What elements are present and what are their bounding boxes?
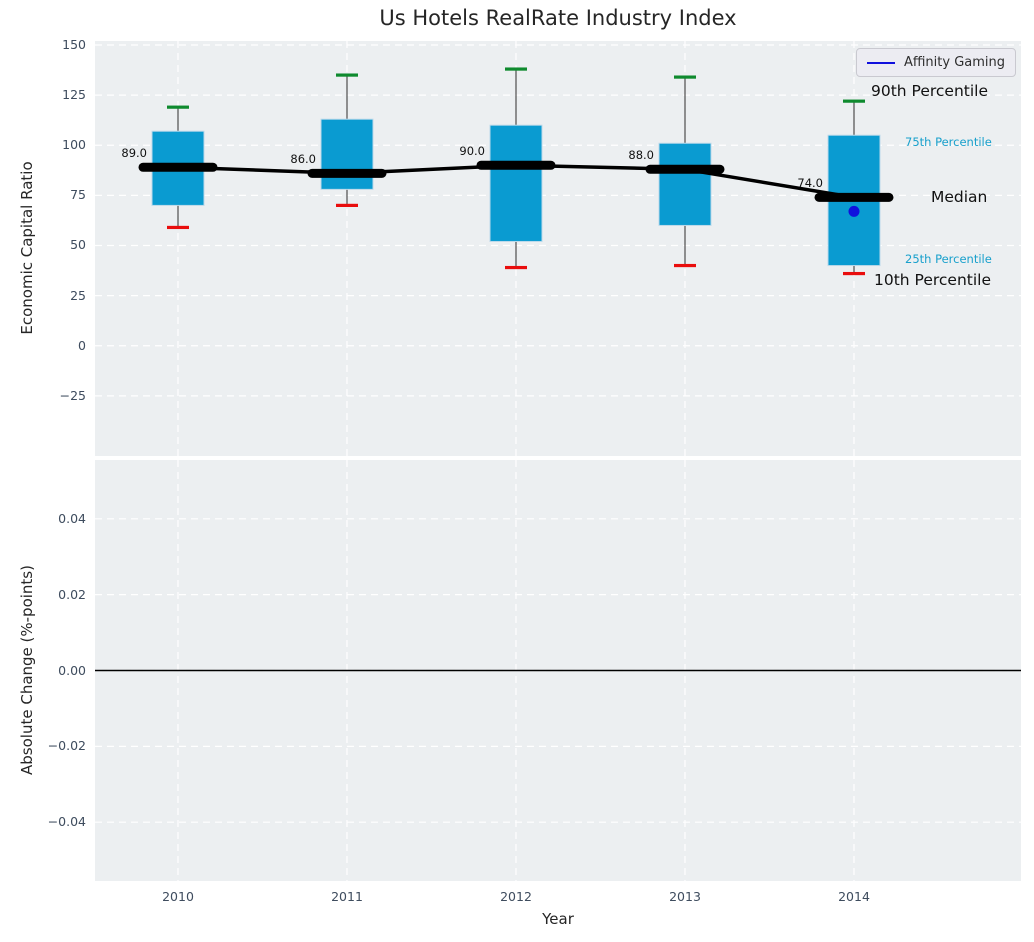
p10-cap xyxy=(674,263,696,268)
y-tick-label: 0.02 xyxy=(58,586,86,602)
boxplot-2012 xyxy=(489,67,543,270)
p90-cap xyxy=(505,67,527,71)
p90-cap xyxy=(336,73,358,77)
percentile-annotation: 75th Percentile xyxy=(905,135,992,150)
y-tick-label: 0.00 xyxy=(58,662,86,678)
y-tick-label: 100 xyxy=(62,137,86,153)
percentile-annotation: Median xyxy=(931,188,988,207)
median-value-label: 74.0 xyxy=(797,176,823,191)
median-value-label: 89.0 xyxy=(121,146,147,161)
boxplot-2014 xyxy=(827,99,881,276)
y-tick-label: 150 xyxy=(62,37,86,52)
y-tick-label: 75 xyxy=(70,187,86,203)
x-axis-label: Year xyxy=(542,910,574,928)
median-value-label: 90.0 xyxy=(459,144,485,159)
iqr-box xyxy=(320,118,374,190)
y-tick-label: 0 xyxy=(78,337,86,353)
median-value-label: 88.0 xyxy=(628,148,654,163)
percentile-annotation: 90th Percentile xyxy=(871,82,989,101)
iqr-box xyxy=(658,142,712,226)
y-tick-label: −0.04 xyxy=(47,814,86,830)
x-tick-label: 2012 xyxy=(500,889,532,904)
boxplot-chart xyxy=(95,41,1021,456)
iqr-box xyxy=(489,124,543,242)
affinity-gaming-point xyxy=(848,205,860,217)
y-tick-label: −25 xyxy=(59,387,86,403)
y-tick-label: 25 xyxy=(70,287,86,303)
change-chart xyxy=(95,460,1021,881)
boxplot-2013 xyxy=(658,75,712,268)
y-tick-label: −0.02 xyxy=(47,738,86,754)
top-plot-area: Affinity Gaming xyxy=(95,41,1021,456)
legend-label: Affinity Gaming xyxy=(903,55,1005,70)
x-tick-label: 2010 xyxy=(162,889,194,904)
median-value-label: 86.0 xyxy=(290,152,316,167)
percentile-annotation: 10th Percentile xyxy=(874,270,992,289)
p90-cap xyxy=(674,75,696,79)
p10-cap xyxy=(505,265,527,270)
p90-cap xyxy=(843,99,865,103)
x-tick-label: 2014 xyxy=(838,889,870,904)
p10-cap xyxy=(336,203,358,207)
x-tick-label: 2013 xyxy=(669,889,701,904)
y-tick-label: 50 xyxy=(70,237,86,253)
p90-cap xyxy=(167,105,189,109)
percentile-annotation: 25th Percentile xyxy=(905,251,992,266)
y-tick-label: 0.04 xyxy=(58,510,86,526)
x-tick-label: 2011 xyxy=(331,889,363,904)
bottom-plot-area xyxy=(95,460,1021,881)
p10-cap xyxy=(167,225,189,230)
legend: Affinity Gaming xyxy=(855,48,1016,77)
p10-cap xyxy=(843,271,865,276)
chart-title: Us Hotels RealRate Industry Index xyxy=(379,6,737,30)
legend-line-swatch xyxy=(866,61,895,64)
y-tick-label: 125 xyxy=(62,87,86,103)
boxplot-2011 xyxy=(320,73,374,207)
